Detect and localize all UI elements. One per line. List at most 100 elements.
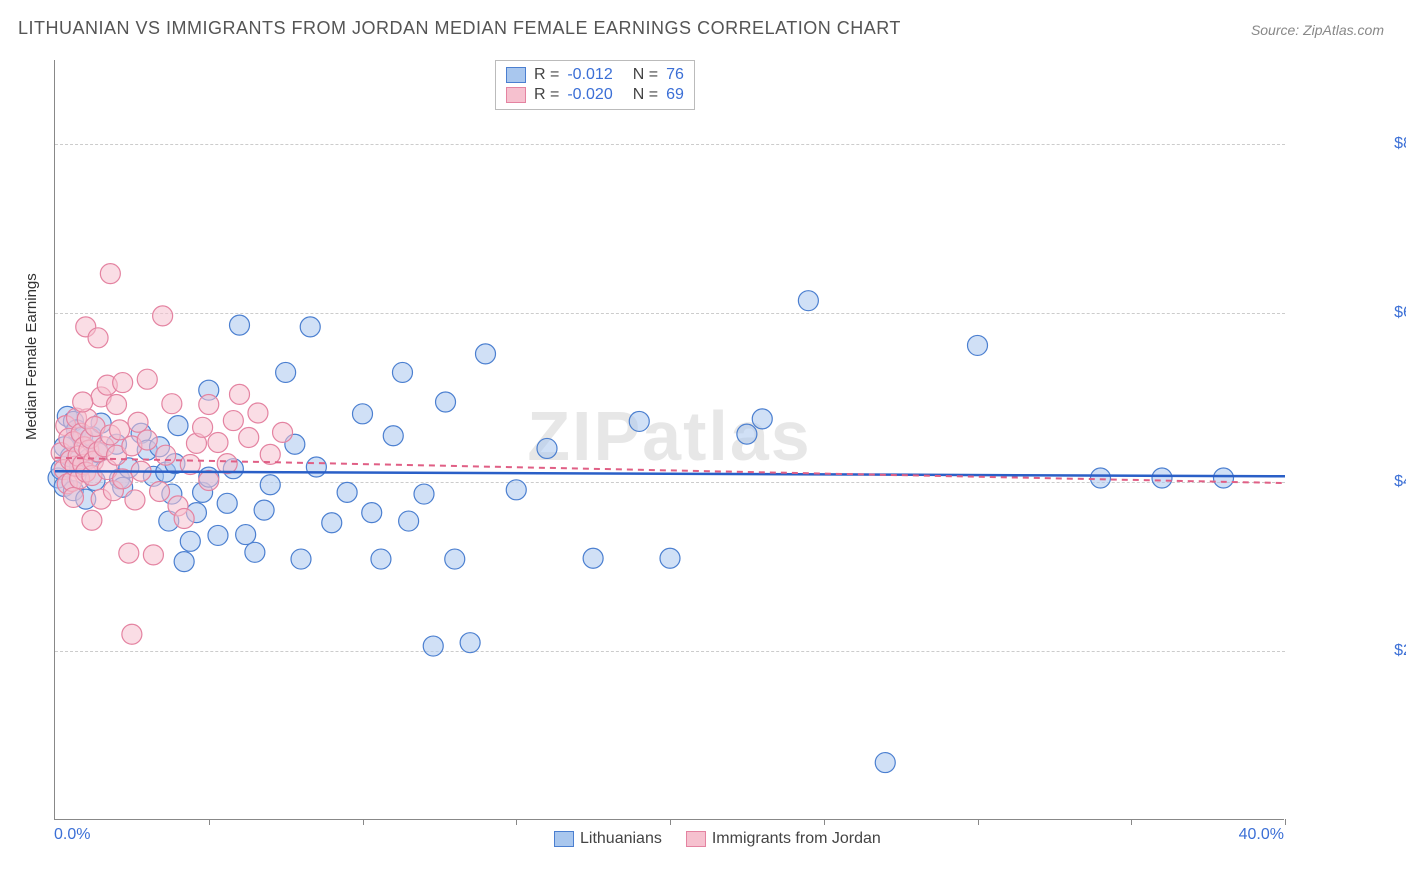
scatter-plot-svg — [55, 60, 1285, 820]
data-point — [752, 409, 772, 429]
data-point — [248, 403, 268, 423]
y-tick-label: $80,000 — [1394, 135, 1406, 153]
data-point — [208, 433, 228, 453]
data-point — [199, 471, 219, 491]
correlation-legend: R =-0.012N =76R =-0.020N =69 — [495, 60, 695, 110]
y-axis-label: Median Female Earnings — [23, 273, 40, 440]
data-point — [180, 531, 200, 551]
source-attribution: Source: ZipAtlas.com — [1251, 22, 1384, 38]
legend-label: Lithuanians — [580, 830, 662, 848]
data-point — [100, 264, 120, 284]
legend-swatch — [686, 831, 706, 847]
n-label: N = — [633, 66, 658, 84]
chart-container: Median Female Earnings ZIPatlas R =-0.01… — [54, 60, 1372, 820]
data-point — [208, 525, 228, 545]
data-point — [113, 373, 133, 393]
data-point — [423, 636, 443, 656]
data-point — [119, 543, 139, 563]
x-tick-mark — [516, 819, 517, 825]
data-point — [125, 490, 145, 510]
data-point — [506, 480, 526, 500]
data-point — [362, 503, 382, 523]
legend-item: Immigrants from Jordan — [686, 830, 881, 848]
data-point — [414, 484, 434, 504]
data-point — [273, 422, 293, 442]
data-point — [392, 362, 412, 382]
data-point — [306, 457, 326, 477]
legend-swatch — [506, 67, 526, 83]
data-point — [217, 454, 237, 474]
y-tick-label: $20,000 — [1394, 642, 1406, 660]
legend-swatch — [554, 831, 574, 847]
data-point — [168, 416, 188, 436]
data-point — [875, 753, 895, 773]
data-point — [737, 424, 757, 444]
legend-label: Immigrants from Jordan — [712, 830, 881, 848]
n-value: 76 — [666, 66, 684, 84]
correlation-legend-row: R =-0.012N =76 — [506, 65, 684, 85]
legend-swatch — [506, 87, 526, 103]
data-point — [371, 549, 391, 569]
x-axis-max-label: 40.0% — [1239, 826, 1284, 844]
data-point — [291, 549, 311, 569]
data-point — [63, 487, 83, 507]
data-point — [399, 511, 419, 531]
data-point — [122, 624, 142, 644]
data-point — [460, 633, 480, 653]
data-point — [230, 384, 250, 404]
data-point — [300, 317, 320, 337]
data-point — [153, 306, 173, 326]
data-point — [476, 344, 496, 364]
chart-title: LITHUANIAN VS IMMIGRANTS FROM JORDAN MED… — [18, 18, 901, 39]
y-tick-label: $60,000 — [1394, 304, 1406, 322]
data-point — [436, 392, 456, 412]
data-point — [137, 369, 157, 389]
data-point — [245, 542, 265, 562]
data-point — [82, 510, 102, 530]
data-point — [230, 315, 250, 335]
data-point — [583, 548, 603, 568]
data-point — [199, 395, 219, 415]
data-point — [254, 500, 274, 520]
data-point — [629, 411, 649, 431]
data-point — [276, 362, 296, 382]
data-point — [143, 545, 163, 565]
x-tick-mark — [1131, 819, 1132, 825]
data-point — [968, 335, 988, 355]
data-point — [260, 475, 280, 495]
data-point — [73, 392, 93, 412]
data-point — [217, 493, 237, 513]
r-label: R = — [534, 86, 559, 104]
n-label: N = — [633, 86, 658, 104]
x-tick-mark — [824, 819, 825, 825]
data-point — [193, 417, 213, 437]
data-point — [150, 482, 170, 502]
data-point — [156, 445, 176, 465]
r-label: R = — [534, 66, 559, 84]
x-tick-mark — [978, 819, 979, 825]
data-point — [174, 509, 194, 529]
data-point — [107, 395, 127, 415]
y-tick-label: $40,000 — [1394, 473, 1406, 491]
data-point — [162, 394, 182, 414]
data-point — [1091, 468, 1111, 488]
x-tick-mark — [1285, 819, 1286, 825]
r-value: -0.020 — [567, 86, 612, 104]
data-point — [537, 438, 557, 458]
data-point — [88, 328, 108, 348]
n-value: 69 — [666, 86, 684, 104]
data-point — [798, 291, 818, 311]
correlation-legend-row: R = -0.020 N = 69 — [506, 85, 684, 105]
data-point — [353, 404, 373, 424]
data-point — [383, 426, 403, 446]
data-point — [236, 525, 256, 545]
data-point — [337, 482, 357, 502]
data-point — [239, 427, 259, 447]
legend-item: Lithuanians — [554, 830, 662, 848]
data-point — [223, 411, 243, 431]
data-point — [660, 548, 680, 568]
x-tick-mark — [670, 819, 671, 825]
data-point — [1152, 468, 1172, 488]
x-tick-mark — [209, 819, 210, 825]
series-legend: Lithuanians Immigrants from Jordan — [554, 830, 881, 848]
